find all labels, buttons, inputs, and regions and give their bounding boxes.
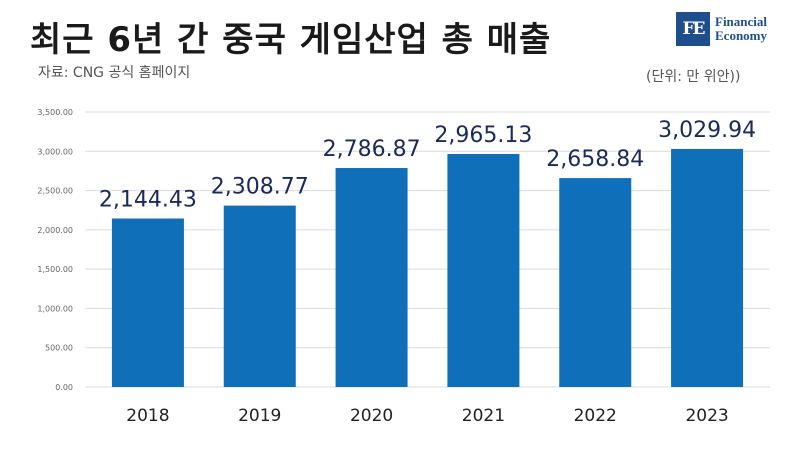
y-tick-label: 1,500.00 <box>37 265 73 274</box>
value-label: 3,029.94 <box>658 118 756 143</box>
value-labels: 2,144.43 2,308.77 2,786.87 2,965.13 2,658.84… <box>99 118 756 213</box>
grid-lines <box>85 111 770 388</box>
bar-2019 <box>223 205 296 387</box>
x-tick-label: 2023 <box>685 406 728 426</box>
y-tick-label: 2,000.00 <box>37 226 73 235</box>
bar-2023 <box>671 148 744 387</box>
y-tick-label: 1,000.00 <box>37 304 73 313</box>
unit-note: (단위: 만 위안)) <box>646 69 741 85</box>
x-tick-label: 2021 <box>462 406 505 426</box>
logo-mark: FE <box>676 12 710 46</box>
x-tick-label: 2022 <box>574 406 617 426</box>
logo-text: Financial Economy <box>715 15 767 43</box>
y-tick-label: 2,500.00 <box>37 187 73 196</box>
x-tick-label: 2019 <box>238 406 281 426</box>
bar-2018 <box>111 218 184 387</box>
y-tick-label: 3,000.00 <box>37 147 73 156</box>
value-label: 2,308.77 <box>211 175 309 200</box>
logo-line-1: Financial <box>715 14 768 29</box>
y-tick-label: 500.00 <box>45 344 73 353</box>
x-tick-label: 2020 <box>350 406 393 426</box>
logo-line-2: Economy <box>715 28 767 43</box>
chart-title: 최근 6년 간 중국 게임산업 총 매출 <box>30 20 552 60</box>
value-label: 2,658.84 <box>546 147 644 172</box>
y-tick-label: 3,500.00 <box>37 108 73 117</box>
x-axis-ticks: 2018 2019 2020 2021 2022 2023 <box>126 406 728 426</box>
value-label: 2,144.43 <box>99 188 197 213</box>
bars <box>111 148 744 387</box>
bar-2022 <box>559 178 632 387</box>
x-tick-label: 2018 <box>126 406 169 426</box>
value-label: 2,965.13 <box>434 123 532 148</box>
y-tick-label: 0.00 <box>55 383 73 392</box>
source-note: 자료: CNG 공식 홈페이지 <box>38 65 191 81</box>
bar-2021 <box>447 154 520 387</box>
financial-economy-logo: FE Financial Economy <box>676 12 767 46</box>
bar-2020 <box>335 168 408 387</box>
value-label: 2,786.87 <box>323 137 421 162</box>
y-axis-ticks: 0.00 500.00 1,000.00 1,500.00 2,000.00 2,500.… <box>37 108 73 392</box>
